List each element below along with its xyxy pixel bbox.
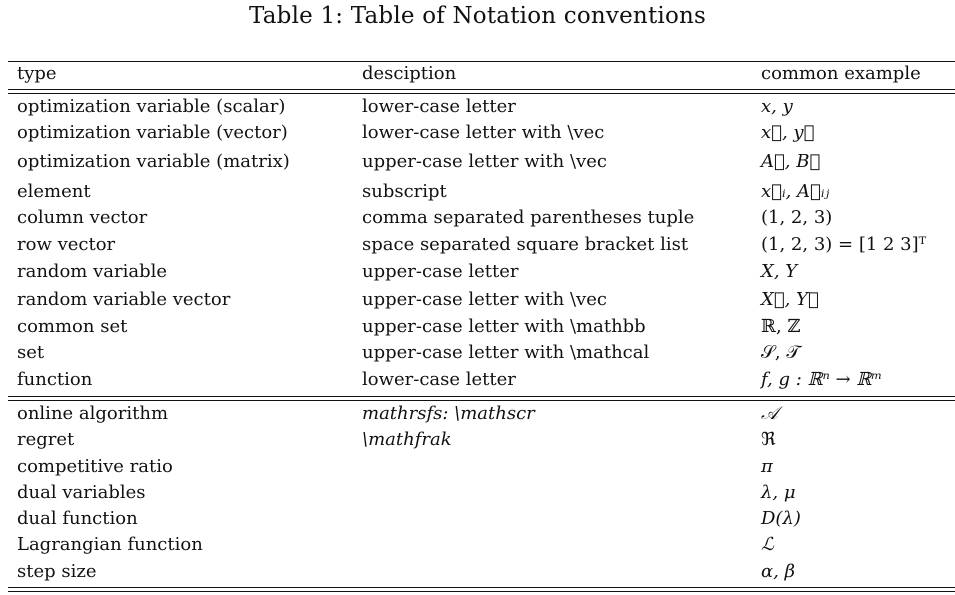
table-row: online algorithm mathrsfs: \mathscr 𝒜 — [0, 401, 955, 427]
cell-example: (1, 2, 3) = [1 2 3]ᵀ — [761, 234, 927, 255]
cell-example: A⃗, B⃗ — [761, 151, 821, 172]
cell-example: π — [761, 456, 773, 477]
cell-type: Lagrangian function — [17, 534, 203, 555]
cell-example: 𝒜 — [761, 403, 779, 424]
cell-type: element — [17, 181, 91, 202]
cell-example: X, Y — [761, 261, 798, 282]
table-caption: Table 1: Table of Notation conventions — [248, 3, 707, 29]
table-row: dual variables λ, μ — [0, 480, 955, 506]
cell-example: 𝒮, 𝒯 — [761, 342, 801, 363]
table-row: random variable upper-case letter X, Y — [0, 259, 955, 285]
cell-description: subscript — [362, 181, 447, 202]
header-double-rule-1 — [8, 89, 955, 90]
cell-example: ℜ — [761, 429, 776, 450]
table-row: column vector comma separated parenthese… — [0, 205, 955, 231]
table-row: optimization variable (vector) lower-cas… — [0, 120, 955, 146]
table-row: common set upper-case letter with \mathb… — [0, 314, 955, 340]
cell-type: column vector — [17, 207, 148, 228]
cell-example: X⃗, Y⃗ — [761, 289, 819, 310]
cell-example: f, g : ℝⁿ → ℝᵐ — [761, 369, 883, 390]
table-row: step size α, β — [0, 559, 955, 585]
header-type: type — [17, 63, 57, 84]
cell-type: random variable vector — [17, 289, 231, 310]
cell-example: x⃗, y⃗ — [761, 122, 815, 143]
header-description: desciption — [362, 63, 457, 84]
cell-type: competitive ratio — [17, 456, 173, 477]
cell-example: D(λ) — [761, 508, 801, 529]
cell-description: \mathfrak — [362, 429, 452, 450]
table-row: element subscript x⃗ᵢ, A⃗ᵢⱼ — [0, 179, 955, 205]
table-row: optimization variable (scalar) lower-cas… — [0, 94, 955, 120]
cell-description: upper-case letter with \vec — [362, 289, 607, 310]
group-double-rule-1 — [8, 396, 955, 397]
header-double-rule-2 — [8, 93, 955, 94]
cell-description: space separated square bracket list — [362, 234, 689, 255]
cell-type: dual variables — [17, 482, 146, 503]
cell-description: upper-case letter with \vec — [362, 151, 607, 172]
group-double-rule-2 — [8, 400, 955, 401]
table-row: competitive ratio π — [0, 454, 955, 480]
cell-type: random variable — [17, 261, 168, 282]
cell-example: λ, μ — [761, 482, 796, 503]
cell-example: x, y — [761, 96, 793, 117]
top-rule — [8, 61, 955, 62]
cell-example: ℝ, ℤ — [761, 316, 801, 337]
table-row: row vector space separated square bracke… — [0, 232, 955, 258]
cell-type: regret — [17, 429, 75, 450]
cell-type: common set — [17, 316, 128, 337]
table-row: regret \mathfrak ℜ — [0, 427, 955, 453]
bottom-double-rule-1 — [8, 587, 955, 588]
cell-description: lower-case letter with \vec — [362, 122, 605, 143]
cell-type: set — [17, 342, 45, 363]
cell-type: function — [17, 369, 93, 390]
cell-description: lower-case letter — [362, 369, 516, 390]
cell-type: dual function — [17, 508, 138, 529]
cell-type: optimization variable (vector) — [17, 122, 288, 143]
cell-description: upper-case letter with \mathcal — [362, 342, 650, 363]
table-row: set upper-case letter with \mathcal 𝒮, 𝒯 — [0, 340, 955, 366]
bottom-double-rule-2 — [8, 591, 955, 592]
cell-example: (1, 2, 3) — [761, 207, 833, 228]
table-row: dual function D(λ) — [0, 506, 955, 532]
cell-example: α, β — [761, 561, 796, 582]
cell-type: step size — [17, 561, 97, 582]
table-row: random variable vector upper-case letter… — [0, 287, 955, 313]
cell-example: ℒ — [761, 534, 774, 555]
cell-description: mathrsfs: \mathscr — [362, 403, 535, 424]
cell-type: optimization variable (scalar) — [17, 96, 286, 117]
header-example: common example — [761, 63, 921, 84]
table-row: function lower-case letter f, g : ℝⁿ → ℝ… — [0, 367, 955, 393]
table-row: optimization variable (matrix) upper-cas… — [0, 149, 955, 175]
cell-description: comma separated parentheses tuple — [362, 207, 695, 228]
cell-description: lower-case letter — [362, 96, 516, 117]
table-row: Lagrangian function ℒ — [0, 532, 955, 558]
cell-description: upper-case letter with \mathbb — [362, 316, 646, 337]
cell-description: upper-case letter — [362, 261, 519, 282]
cell-example: x⃗ᵢ, A⃗ᵢⱼ — [761, 181, 830, 202]
cell-type: row vector — [17, 234, 116, 255]
header-row: type desciption common example — [0, 61, 955, 87]
cell-type: optimization variable (matrix) — [17, 151, 290, 172]
cell-type: online algorithm — [17, 403, 169, 424]
